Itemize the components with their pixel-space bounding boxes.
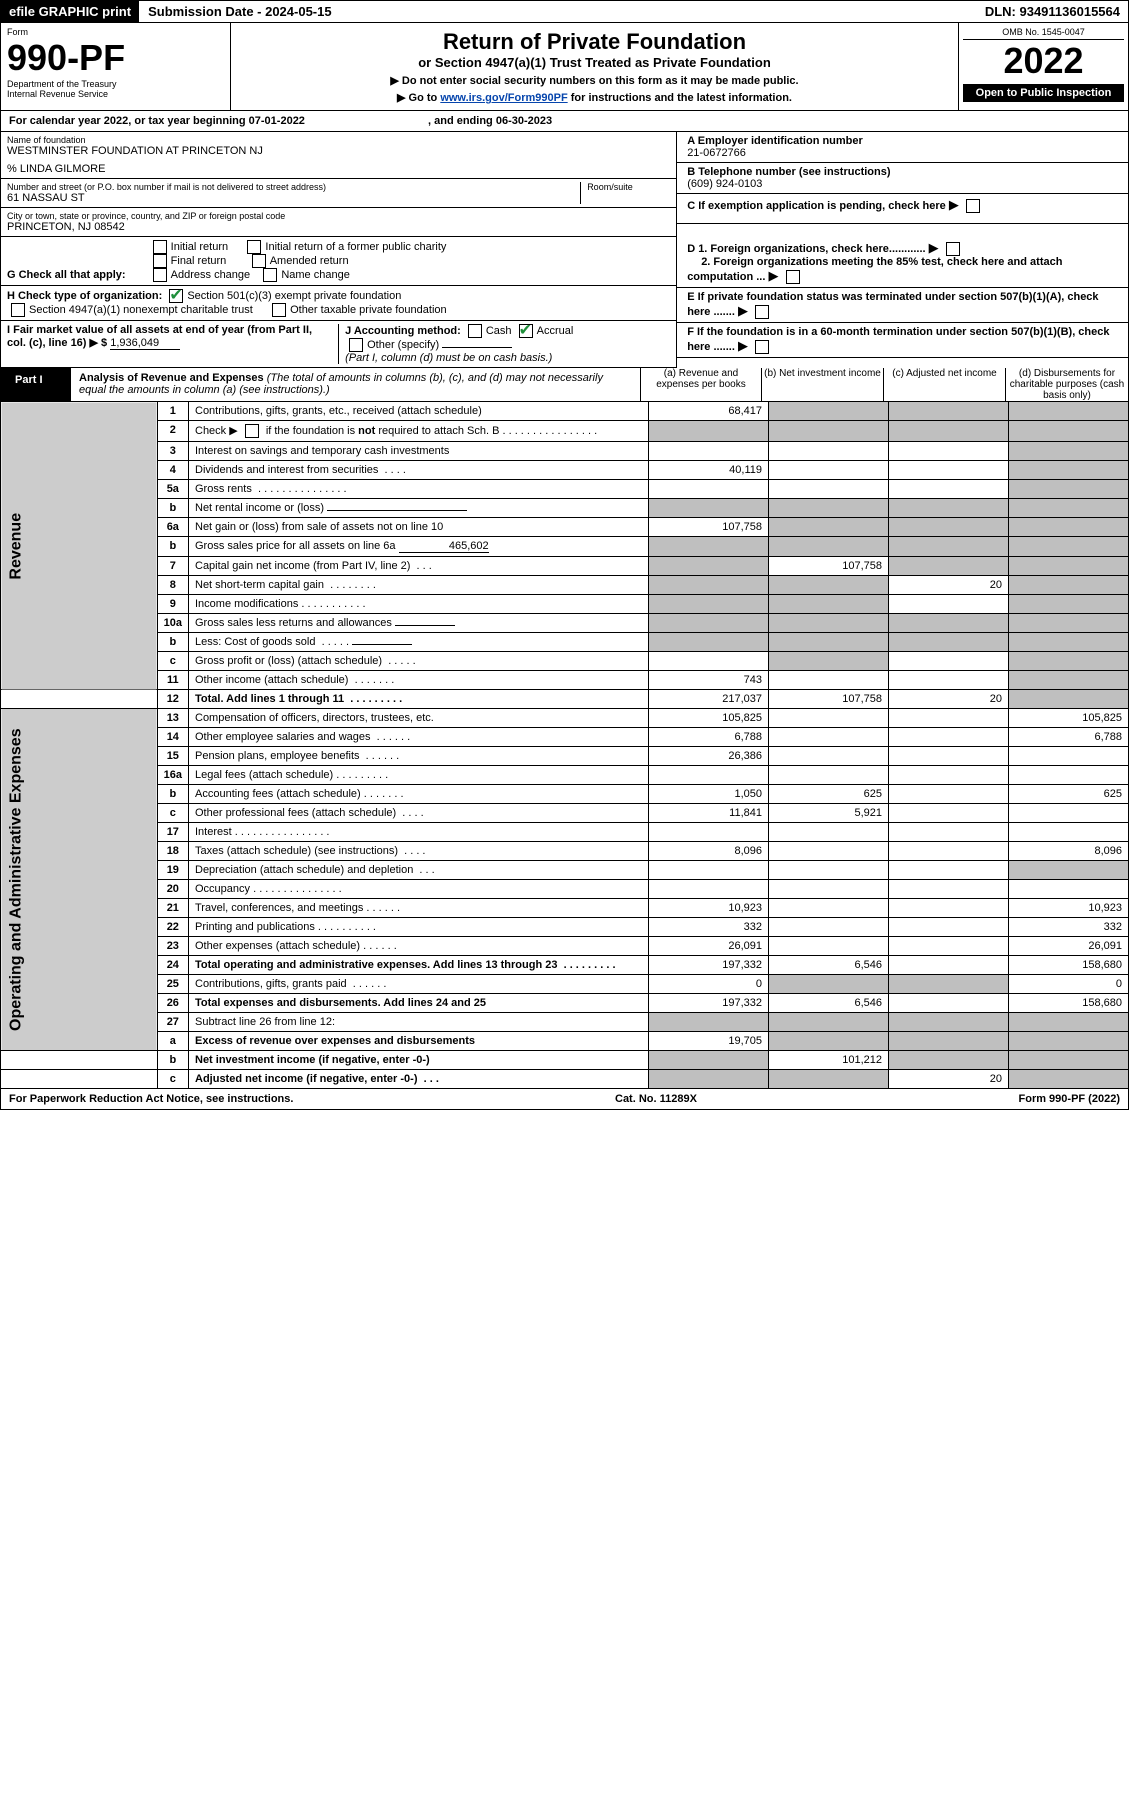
checkbox-e[interactable] xyxy=(755,305,769,319)
omb: OMB No. 1545-0047 xyxy=(963,25,1124,40)
paperwork-notice: For Paperwork Reduction Act Notice, see … xyxy=(9,1093,293,1105)
ty-begin: 07-01-2022 xyxy=(249,115,305,127)
checkbox-name[interactable] xyxy=(263,268,277,282)
checkbox-4947[interactable] xyxy=(11,303,25,317)
row-24: 24Total operating and administrative exp… xyxy=(1,956,1129,975)
checkbox-final[interactable] xyxy=(153,254,167,268)
row-10c: cGross profit or (loss) (attach schedule… xyxy=(1,652,1129,671)
submission-date: Submission Date - 2024-05-15 xyxy=(140,1,341,22)
row-8: 8Net short-term capital gain . . . . . .… xyxy=(1,576,1129,595)
ty-end: 06-30-2023 xyxy=(496,115,552,127)
row-14: 14Other employee salaries and wages . . … xyxy=(1,728,1129,747)
care-of: % LINDA GILMORE xyxy=(7,163,670,175)
ein: 21-0672766 xyxy=(687,147,1122,159)
checkbox-address[interactable] xyxy=(153,268,167,282)
part1-header: Part I Analysis of Revenue and Expenses … xyxy=(0,368,1129,402)
checkbox-other-method[interactable] xyxy=(349,338,363,352)
irs-label: Internal Revenue Service xyxy=(7,89,224,99)
checkbox-amended[interactable] xyxy=(252,254,266,268)
checkbox-501c3[interactable] xyxy=(169,289,183,303)
part1-table: Revenue 1 Contributions, gifts, grants, … xyxy=(0,402,1129,1089)
row-22: 22Printing and publications . . . . . . … xyxy=(1,918,1129,937)
irs-link[interactable]: www.irs.gov/Form990PF xyxy=(440,92,567,104)
row-18: 18Taxes (attach schedule) (see instructi… xyxy=(1,842,1129,861)
row-27c: cAdjusted net income (if negative, enter… xyxy=(1,1070,1129,1089)
row-12: 12Total. Add lines 1 through 11 . . . . … xyxy=(1,690,1129,709)
org-info: Name of foundation WESTMINSTER FOUNDATIO… xyxy=(0,132,1129,237)
row-13: Operating and Administrative Expenses 13… xyxy=(1,709,1129,728)
checks-block: G Check all that apply: Initial return I… xyxy=(0,237,1129,368)
foundation-name: WESTMINSTER FOUNDATION AT PRINCETON NJ xyxy=(7,145,670,157)
checkbox-accrual[interactable] xyxy=(519,324,533,338)
dept-label: Department of the Treasury xyxy=(7,79,224,89)
side-revenue: Revenue xyxy=(1,402,158,690)
row-16b: bAccounting fees (attach schedule) . . .… xyxy=(1,785,1129,804)
col-b-hdr: (b) Net investment income xyxy=(762,368,884,401)
checkbox-other-taxable[interactable] xyxy=(272,303,286,317)
row-6b: bGross sales price for all assets on lin… xyxy=(1,537,1129,557)
row-9: 9Income modifications . . . . . . . . . … xyxy=(1,595,1129,614)
checkbox-c[interactable] xyxy=(966,199,980,213)
street-address: 61 NASSAU ST xyxy=(7,192,580,204)
checkbox-cash[interactable] xyxy=(468,324,482,338)
row-3: 3Interest on savings and temporary cash … xyxy=(1,442,1129,461)
checkbox-f[interactable] xyxy=(755,340,769,354)
col-d-hdr: (d) Disbursements for charitable purpose… xyxy=(1006,368,1128,401)
dln: DLN: 93491136015564 xyxy=(977,1,1128,22)
row-10b: bLess: Cost of goods sold . . . . . xyxy=(1,633,1129,652)
row-27a: aExcess of revenue over expenses and dis… xyxy=(1,1032,1129,1051)
row-16a: 16aLegal fees (attach schedule) . . . . … xyxy=(1,766,1129,785)
city-state-zip: PRINCETON, NJ 08542 xyxy=(7,221,670,233)
efile-label: efile GRAPHIC print xyxy=(1,1,140,22)
row-4: 4Dividends and interest from securities … xyxy=(1,461,1129,480)
calendar-year-row: For calendar year 2022, or tax year begi… xyxy=(0,111,1129,132)
instr-1: ▶ Do not enter social security numbers o… xyxy=(241,74,948,87)
row-5a: 5aGross rents . . . . . . . . . . . . . … xyxy=(1,480,1129,499)
checkbox-schb[interactable] xyxy=(245,424,259,438)
form-ref: Form 990-PF (2022) xyxy=(1019,1093,1120,1105)
row-6a: 6aNet gain or (loss) from sale of assets… xyxy=(1,518,1129,537)
row-10a: 10aGross sales less returns and allowanc… xyxy=(1,614,1129,633)
top-bar: efile GRAPHIC print Submission Date - 20… xyxy=(0,0,1129,23)
row-19: 19Depreciation (attach schedule) and dep… xyxy=(1,861,1129,880)
form-header: Form 990-PF Department of the Treasury I… xyxy=(0,23,1129,111)
fmv-assets: 1,936,049 xyxy=(110,337,180,350)
form-subtitle: or Section 4947(a)(1) Trust Treated as P… xyxy=(241,55,948,70)
row-15: 15Pension plans, employee benefits . . .… xyxy=(1,747,1129,766)
tax-year: 2022 xyxy=(963,40,1124,82)
row-11: 11Other income (attach schedule) . . . .… xyxy=(1,671,1129,690)
row-25: 25Contributions, gifts, grants paid . . … xyxy=(1,975,1129,994)
row-23: 23Other expenses (attach schedule) . . .… xyxy=(1,937,1129,956)
form-label: Form xyxy=(7,27,224,37)
checkbox-initial[interactable] xyxy=(153,240,167,254)
row-7: 7Capital gain net income (from Part IV, … xyxy=(1,557,1129,576)
row-20: 20Occupancy . . . . . . . . . . . . . . … xyxy=(1,880,1129,899)
open-public: Open to Public Inspection xyxy=(963,84,1124,102)
form-number: 990-PF xyxy=(7,37,224,79)
col-a-hdr: (a) Revenue and expenses per books xyxy=(640,368,762,401)
row-2: 2Check ▶ if the foundation is not requir… xyxy=(1,421,1129,442)
row-5b: bNet rental income or (loss) xyxy=(1,499,1129,518)
row-27: 27Subtract line 26 from line 12: xyxy=(1,1013,1129,1032)
checkbox-initial-former[interactable] xyxy=(247,240,261,254)
row-16c: cOther professional fees (attach schedul… xyxy=(1,804,1129,823)
row-17: 17Interest . . . . . . . . . . . . . . .… xyxy=(1,823,1129,842)
row-26: 26Total expenses and disbursements. Add … xyxy=(1,994,1129,1013)
side-expenses: Operating and Administrative Expenses xyxy=(1,709,158,1051)
page-footer: For Paperwork Reduction Act Notice, see … xyxy=(0,1089,1129,1110)
row-1: Revenue 1 Contributions, gifts, grants, … xyxy=(1,402,1129,421)
row-21: 21Travel, conferences, and meetings . . … xyxy=(1,899,1129,918)
form-title: Return of Private Foundation xyxy=(241,29,948,55)
checkbox-d2[interactable] xyxy=(786,270,800,284)
checkbox-d1[interactable] xyxy=(946,242,960,256)
phone: (609) 924-0103 xyxy=(687,178,1122,190)
row-27b: bNet investment income (if negative, ent… xyxy=(1,1051,1129,1070)
cat-no: Cat. No. 11289X xyxy=(615,1093,697,1105)
col-c-hdr: (c) Adjusted net income xyxy=(884,368,1006,401)
